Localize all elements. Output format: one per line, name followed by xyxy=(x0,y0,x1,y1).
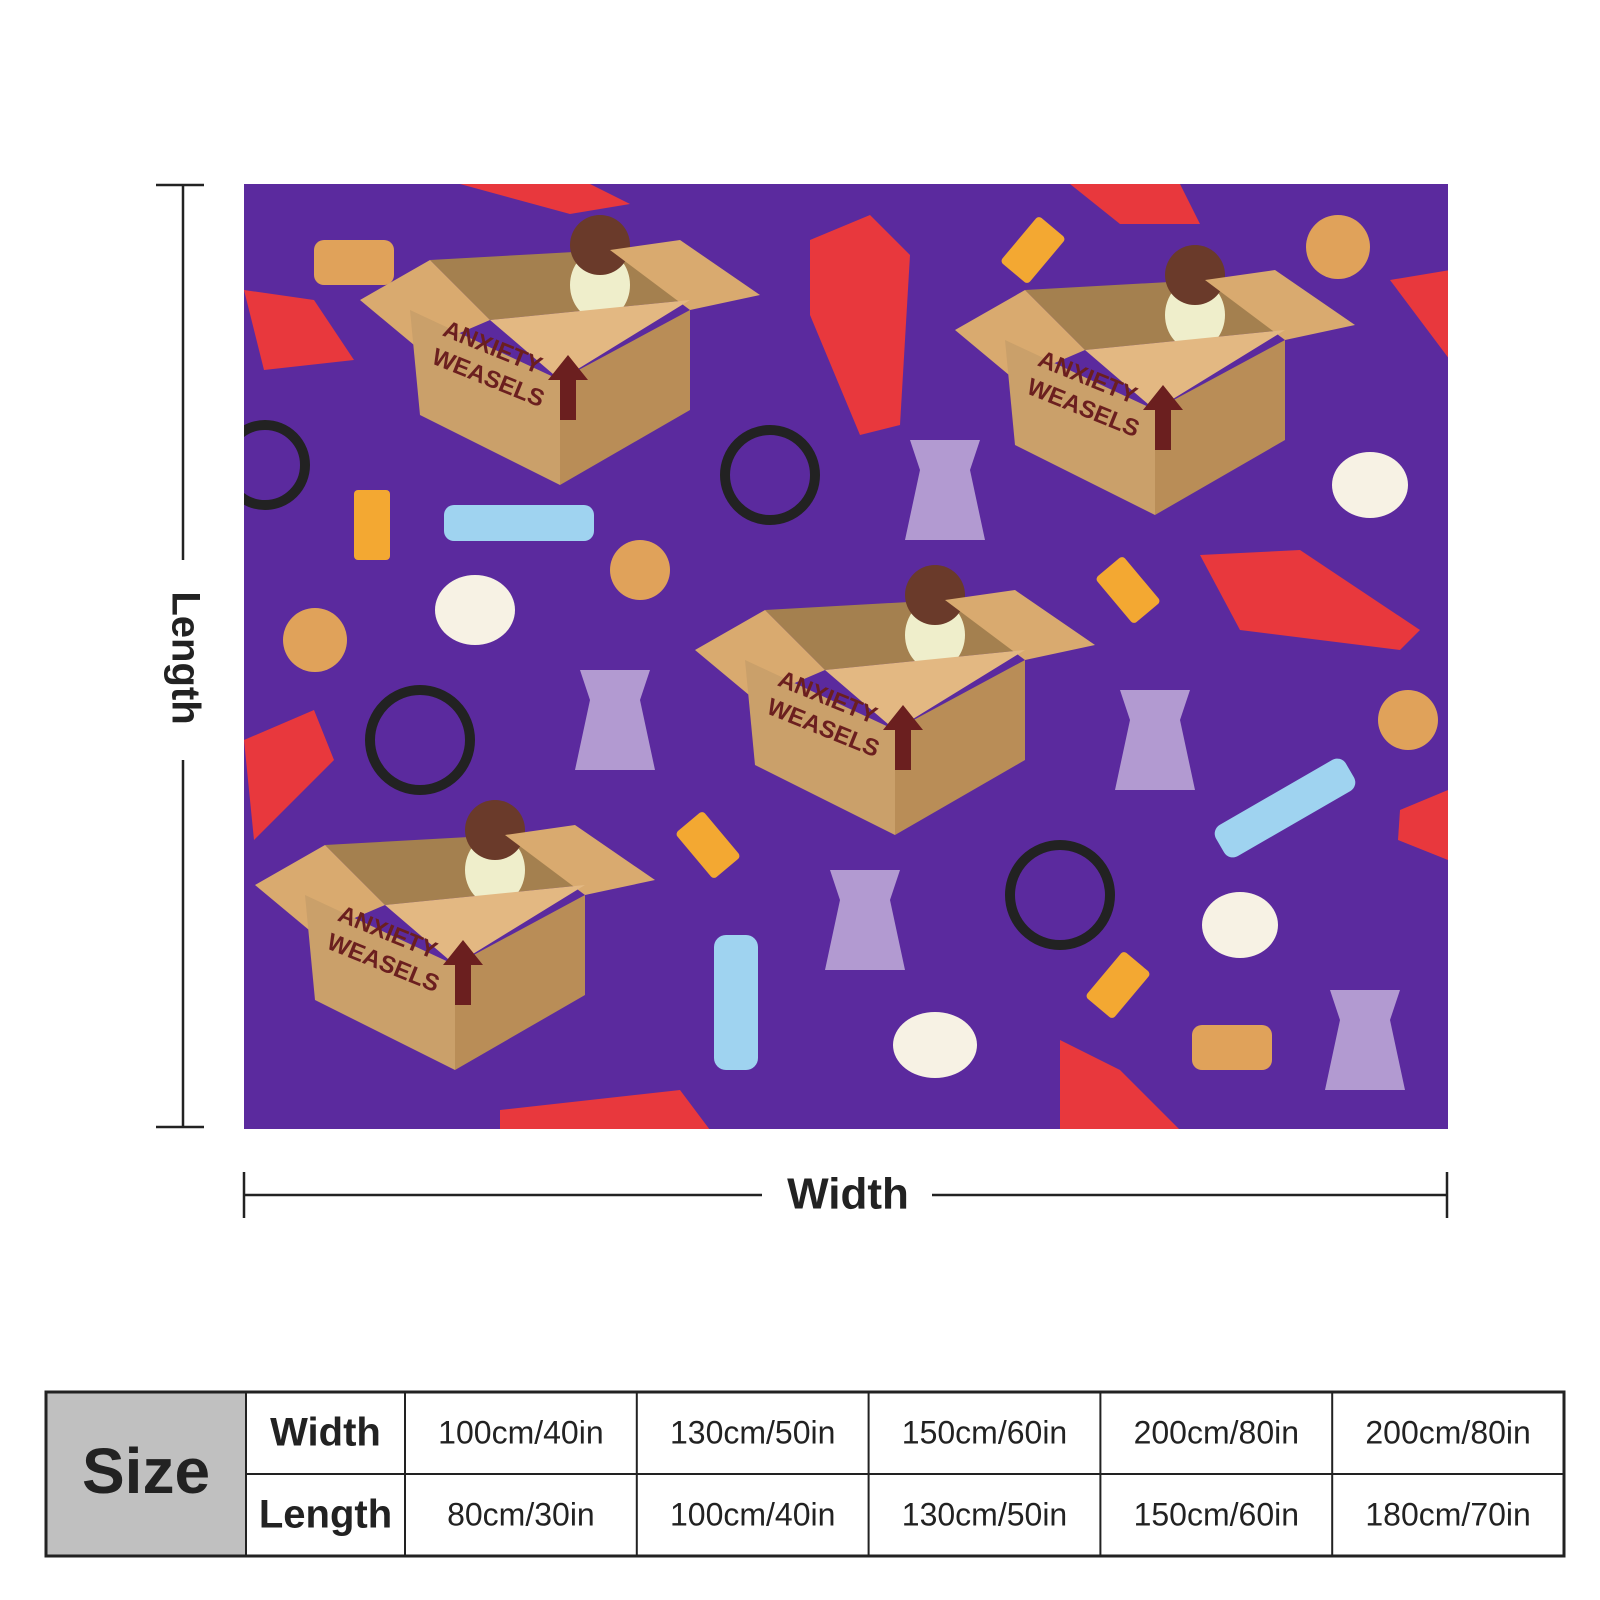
pill-bottle xyxy=(354,217,1160,1018)
box-flap-right xyxy=(505,825,655,895)
weasel-head xyxy=(570,215,630,275)
box-front xyxy=(1005,340,1155,515)
pattern xyxy=(244,184,1448,1129)
length-dimension xyxy=(156,183,204,1129)
size-value: 200cm/80in xyxy=(1134,1414,1299,1450)
box-flap-front xyxy=(490,300,690,380)
box-front xyxy=(305,895,455,1070)
row-label: Width xyxy=(270,1411,381,1455)
box-side xyxy=(560,310,690,485)
box-front xyxy=(410,310,560,485)
size-value: 150cm/60in xyxy=(902,1414,1067,1450)
weasel-head xyxy=(905,565,965,625)
box-arrow xyxy=(548,355,588,420)
teacup xyxy=(435,452,1408,1078)
box-flap-front xyxy=(385,885,585,965)
water-bottle xyxy=(444,505,1356,1070)
width-dimension xyxy=(242,1172,1449,1218)
size-value: 100cm/40in xyxy=(670,1496,835,1532)
box-front xyxy=(745,660,895,835)
weasel-head xyxy=(465,800,525,860)
box-flap-left xyxy=(255,845,385,935)
size-value: 180cm/70in xyxy=(1365,1496,1530,1532)
cookie xyxy=(283,215,1438,1070)
box-arrow xyxy=(1143,385,1183,450)
box-side xyxy=(1155,340,1285,515)
headphones xyxy=(244,420,1115,950)
box-side xyxy=(895,660,1025,835)
box-arrow xyxy=(883,705,923,770)
size-header: Size xyxy=(82,1435,210,1507)
box-flap-left xyxy=(695,610,825,700)
weasel-head xyxy=(1165,245,1225,305)
width-label: Width xyxy=(787,1170,909,1219)
box-flap-left xyxy=(955,290,1085,380)
row-label: Length xyxy=(259,1493,392,1537)
size-header-cell xyxy=(46,1392,246,1556)
box-flap-right xyxy=(945,590,1095,660)
box-side xyxy=(455,895,585,1070)
size-value: 200cm/80in xyxy=(1365,1414,1530,1450)
size-value: 130cm/50in xyxy=(902,1496,1067,1532)
size-value: 150cm/60in xyxy=(1134,1496,1299,1532)
box-flap-right xyxy=(610,240,760,310)
size-value: 100cm/40in xyxy=(438,1414,603,1450)
box-flap-right xyxy=(1205,270,1355,340)
length-label: Length xyxy=(163,591,207,724)
size-value: 130cm/50in xyxy=(670,1414,835,1450)
box-arrow xyxy=(443,940,483,1005)
box-flap-front xyxy=(1085,330,1285,410)
size-value: 80cm/30in xyxy=(447,1496,595,1532)
box-flap-front xyxy=(825,650,1025,730)
red-blanket xyxy=(244,184,1448,1129)
size-table: Size Width 100cm/40in 130cm/50in 150cm/60in… xyxy=(44,1390,1566,1558)
box-flap-left xyxy=(360,260,490,350)
oil-lamp xyxy=(575,440,1405,1090)
